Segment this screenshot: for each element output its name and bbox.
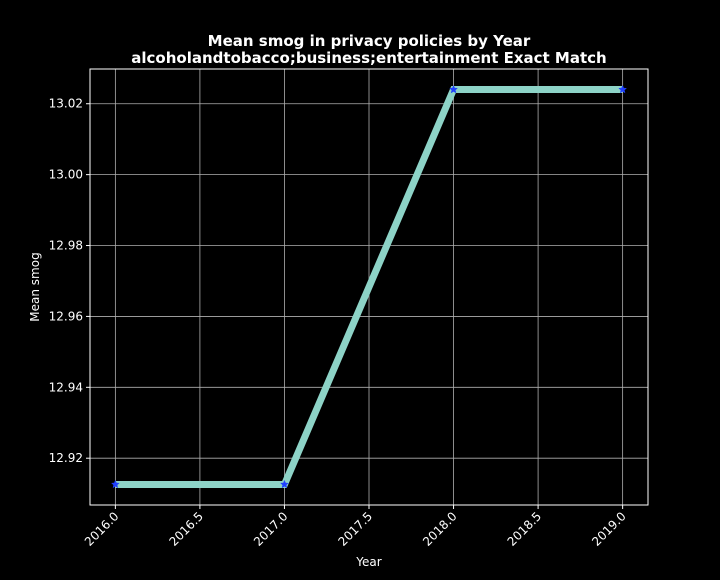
x-tick-label: 2016.0 xyxy=(82,509,122,549)
x-tick-label: 2019.0 xyxy=(589,509,629,549)
y-tick-label: 13.02 xyxy=(49,97,83,111)
y-tick-label: 12.92 xyxy=(49,451,83,465)
axes: 2016.0 2016.5 2017.0 2017.5 2018.0 2018.5 2019… xyxy=(49,68,649,549)
x-tick-label: 2016.5 xyxy=(166,509,206,549)
chart-subtitle: alcoholandtobacco;business;entertainment… xyxy=(131,49,606,67)
y-axis-label: Mean smog xyxy=(28,252,42,321)
x-tick-label: 2018.5 xyxy=(505,509,545,549)
data-point xyxy=(280,479,289,489)
y-tick-label: 12.96 xyxy=(49,309,83,323)
series xyxy=(110,84,628,489)
data-point xyxy=(618,84,628,94)
x-tick-label: 2017.0 xyxy=(251,509,291,549)
y-tick-label: 12.98 xyxy=(49,239,83,253)
x-axis-label: Year xyxy=(355,555,381,569)
y-tick-label: 12.94 xyxy=(49,380,83,394)
series-line xyxy=(115,86,623,488)
data-point xyxy=(110,479,120,489)
y-tick-label: 13.00 xyxy=(49,168,83,182)
chart-title: Mean smog in privacy policies by Year xyxy=(208,32,531,50)
x-tick-label: 2018.0 xyxy=(420,509,460,549)
x-tick-label: 2017.5 xyxy=(336,509,376,549)
grid xyxy=(90,69,648,505)
data-point xyxy=(449,84,458,94)
